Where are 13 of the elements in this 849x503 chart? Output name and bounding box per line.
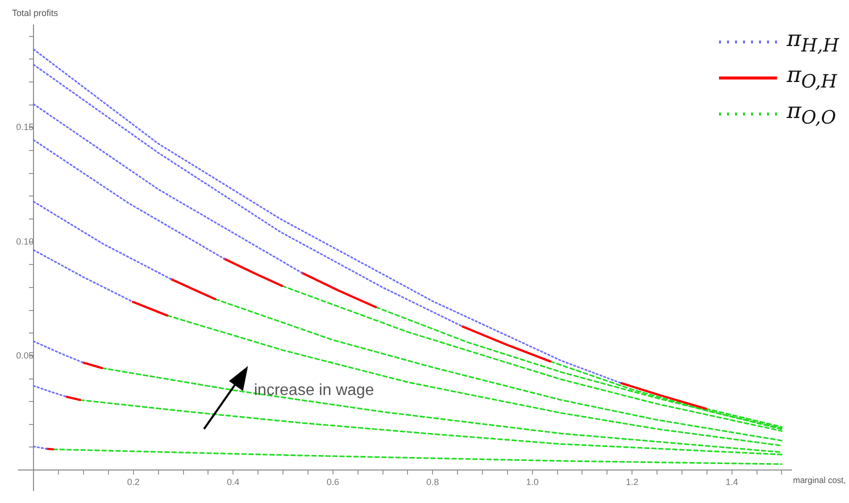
legend-label: π$_{O,O}$ [786, 99, 836, 129]
legend-label: π$_{H,H}$ [786, 27, 839, 57]
x-tick-label: 1.2 [626, 476, 638, 487]
x-axis-title: marginal cost, [793, 475, 846, 485]
x-tick-label: 0.6 [326, 476, 340, 487]
legend-label: π$_{O,H}$ [786, 63, 837, 93]
x-tick-label: 1.0 [526, 476, 539, 487]
y-axis-title: Total profits [12, 8, 58, 18]
x-tick-label: 0.8 [426, 476, 439, 487]
x-tick-label: 0.2 [127, 476, 140, 487]
x-tick-label: 0.4 [226, 476, 240, 487]
annotation: increase in wage [254, 382, 374, 400]
x-tick-label: 1.4 [726, 476, 738, 487]
